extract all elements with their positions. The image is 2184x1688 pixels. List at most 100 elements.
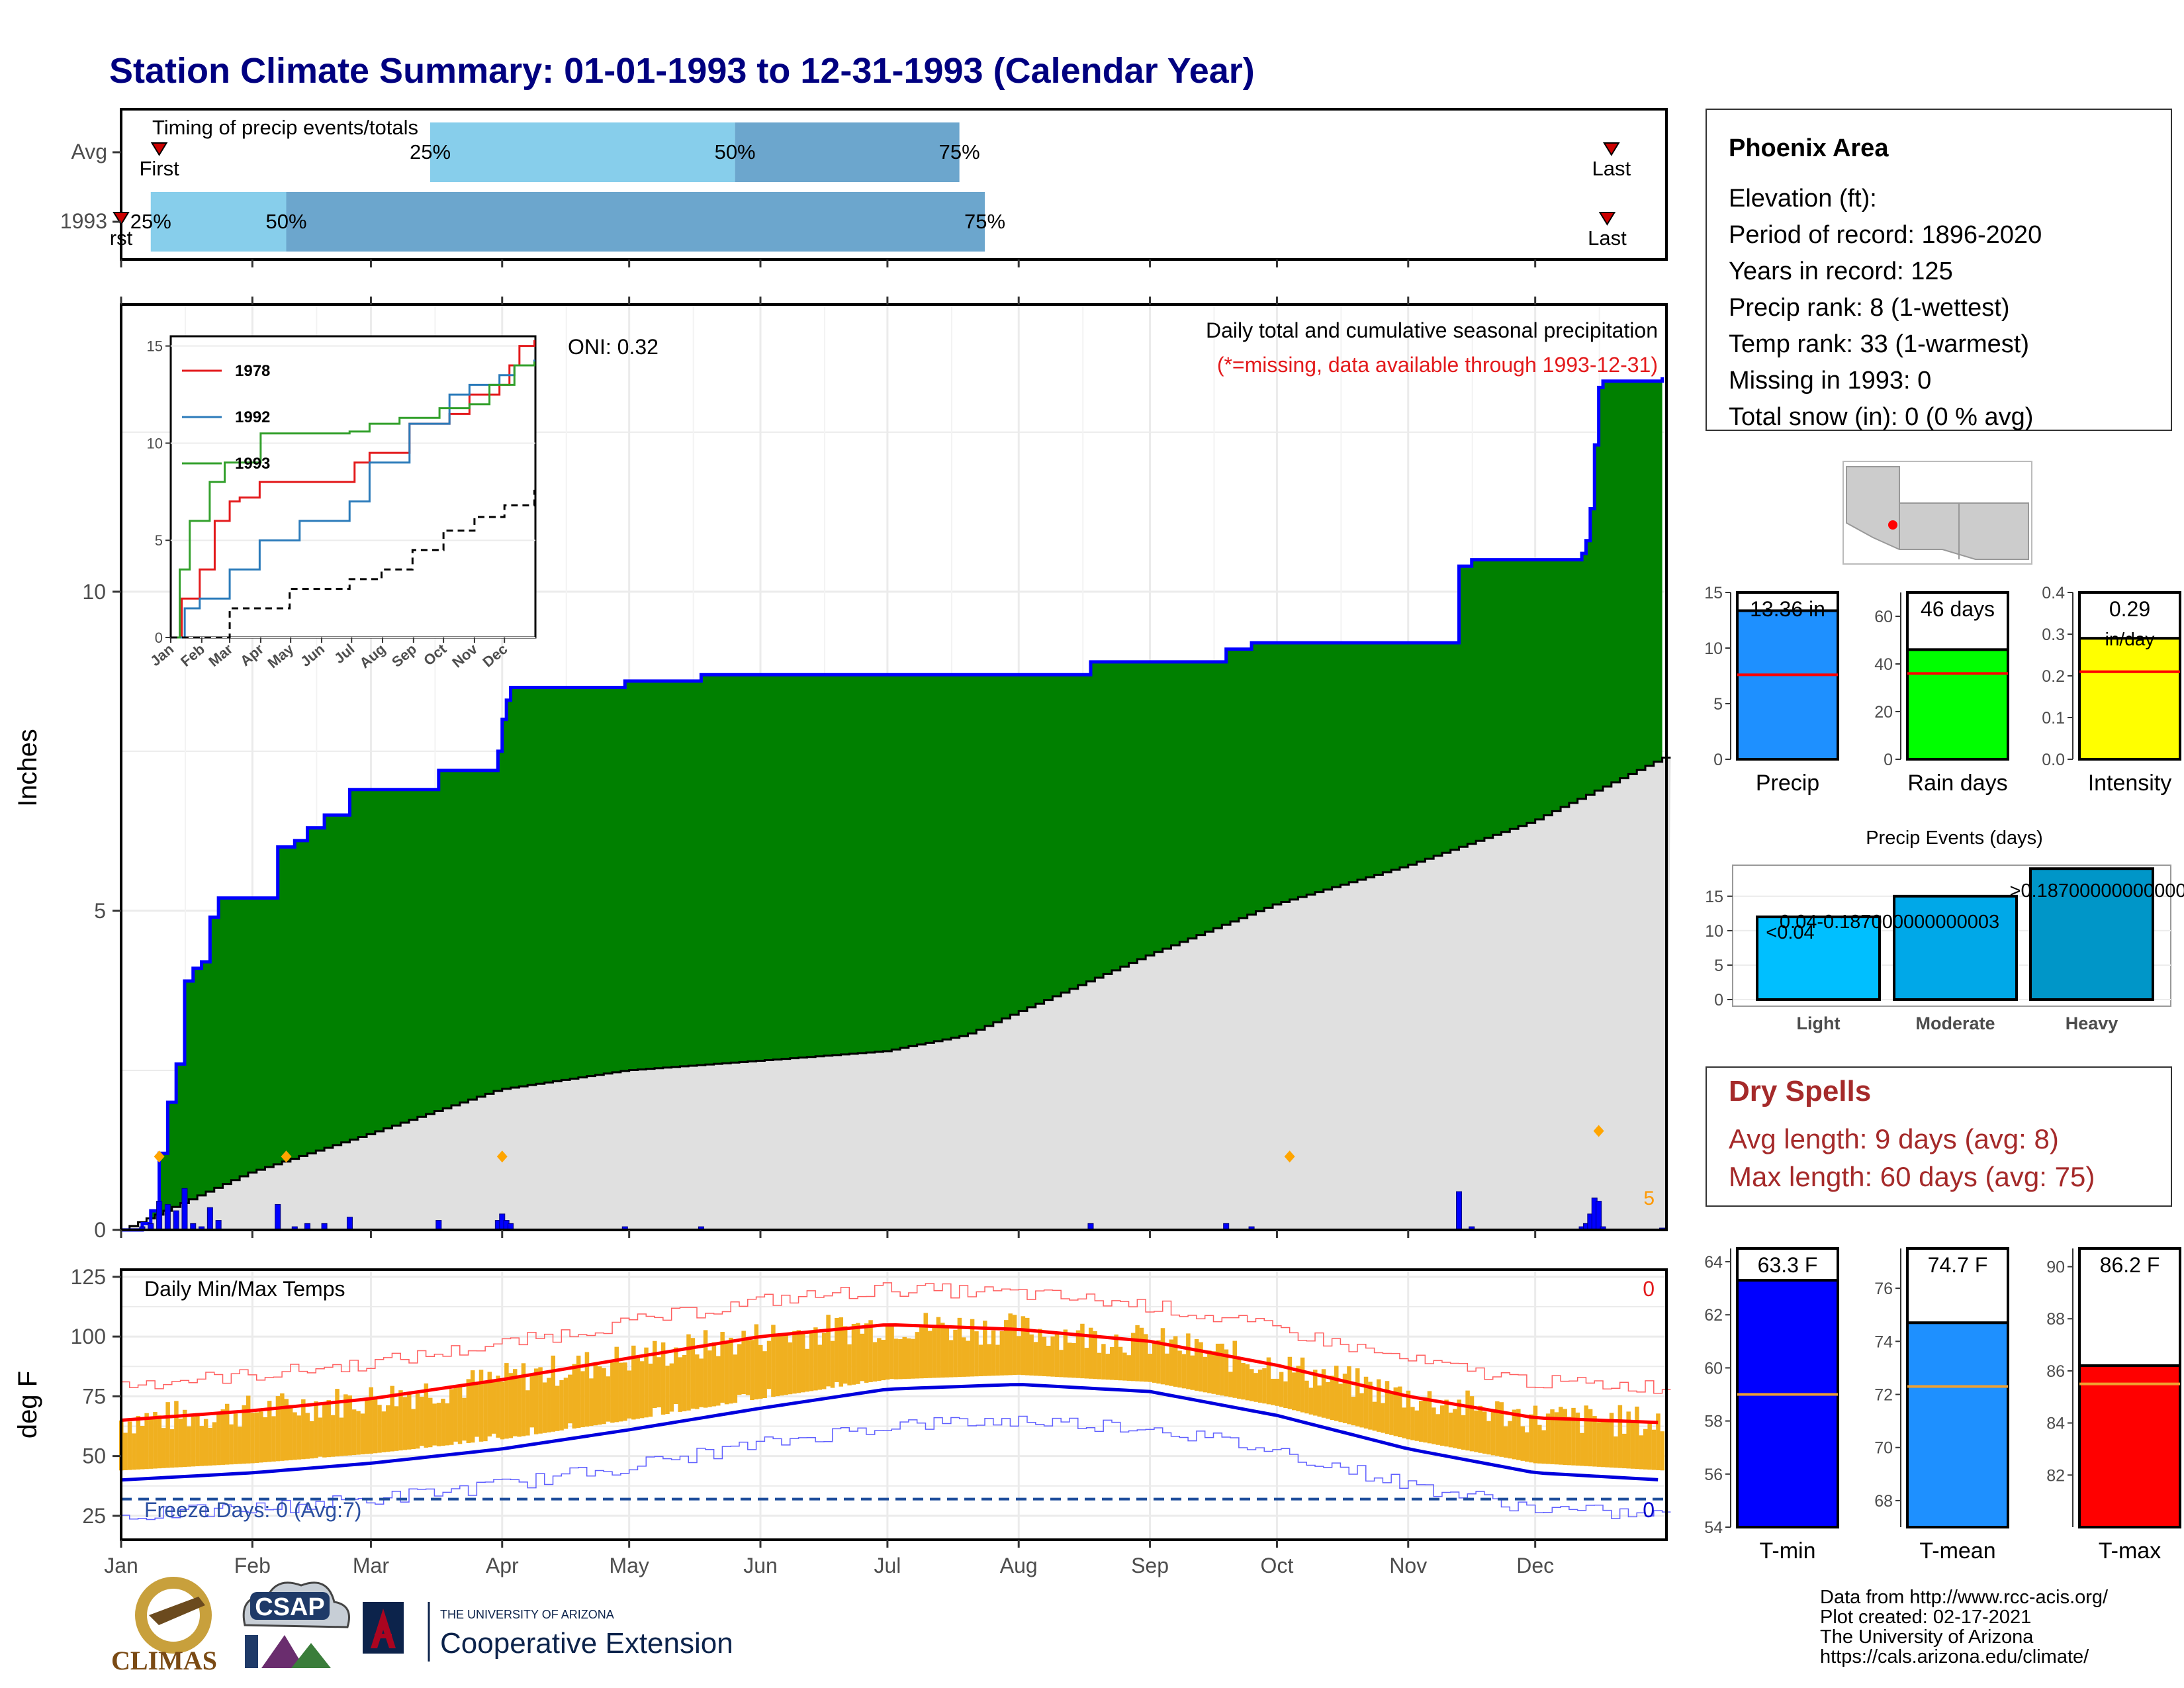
daily-temp-bar <box>259 1411 263 1463</box>
oni-value: ONI: 0.32 <box>568 335 659 359</box>
daily-temp-bar <box>216 1414 221 1466</box>
daily-temp-bar <box>678 1357 682 1412</box>
daily-temp-bar <box>533 1368 539 1434</box>
daily-temp-bar <box>741 1331 746 1394</box>
rain-days-ytick-label: 20 <box>1874 703 1893 722</box>
daily-temp-bar <box>1571 1407 1576 1466</box>
daily-temp-bar <box>589 1378 594 1427</box>
events-title: Precip Events (days) <box>1866 827 2043 849</box>
daily-temp-bar <box>1194 1338 1199 1391</box>
daily-temp-bar <box>1181 1354 1187 1389</box>
daily-temp-bar <box>826 1315 831 1387</box>
daily-temp-bar <box>483 1382 488 1442</box>
timing-bar-q3 <box>735 122 960 182</box>
daily-temp-bar <box>1042 1336 1047 1376</box>
tmax-ytick-label: 88 <box>2046 1310 2065 1329</box>
inset-legend-label: 1978 <box>235 362 270 380</box>
daily-temp-bar <box>563 1378 569 1429</box>
daily-temp-bar <box>1342 1374 1347 1423</box>
daily-temp-bar <box>1545 1413 1551 1464</box>
daily-temp-bar <box>898 1338 903 1380</box>
extreme-event-marker <box>154 1150 165 1163</box>
daily-temp-bar <box>1351 1397 1356 1426</box>
daily-temp-bar <box>1617 1405 1623 1468</box>
daily-temp-bar <box>462 1397 467 1441</box>
daily-temp-bar <box>212 1422 217 1466</box>
daily-temp-bar <box>436 1403 441 1446</box>
svg-text:Cooperative Extension: Cooperative Extension <box>440 1627 733 1660</box>
daily-temp-bar <box>424 1383 429 1448</box>
daily-temp-bar <box>644 1347 649 1418</box>
intensity-value-unit: in/day <box>2105 629 2155 649</box>
daily-temp-bar <box>915 1332 920 1379</box>
tmin-ytick-label: 58 <box>1704 1413 1723 1431</box>
daily-temp-bar <box>1144 1334 1148 1382</box>
daily-temp-bar <box>347 1395 352 1456</box>
month-label: Dec <box>1516 1554 1554 1577</box>
daily-temp-bar <box>995 1344 1000 1376</box>
inset-series-1992 <box>171 359 535 639</box>
daily-temp-bar <box>724 1341 729 1405</box>
daily-temp-bar <box>1224 1349 1229 1397</box>
daily-temp-bar <box>1439 1405 1445 1446</box>
daily-temp-bar <box>695 1354 700 1409</box>
daily-temp-bar <box>1402 1407 1406 1438</box>
daily-temp-bar <box>864 1323 869 1383</box>
daily-temp-bar <box>1596 1422 1602 1467</box>
daily-temp-bar <box>1499 1402 1504 1457</box>
tmean-ytick-label: 68 <box>1874 1492 1893 1511</box>
daily-temp-bar <box>1232 1340 1237 1398</box>
daily-temp-bar <box>208 1427 212 1466</box>
daily-temp-bar <box>1033 1342 1038 1376</box>
daily-temp-bar <box>390 1385 394 1452</box>
dry-title: Dry Spells <box>1729 1075 1871 1107</box>
daily-temp-bar <box>191 1417 196 1467</box>
event-category-label: Moderate <box>1915 1013 1995 1033</box>
temp-ytick-label: 50 <box>82 1444 106 1468</box>
daily-temp-bar <box>1300 1357 1305 1413</box>
daily-temp-bar <box>407 1393 412 1450</box>
inset-ytick-label: 5 <box>155 532 163 549</box>
daily-temp-bar <box>1160 1328 1165 1385</box>
intensity-ytick-label: 0.4 <box>2042 584 2065 602</box>
daily-temp-bar <box>1614 1436 1618 1468</box>
daily-temp-bar <box>999 1331 1005 1376</box>
daily-temp-bar <box>906 1338 911 1379</box>
daily-temp-bar <box>132 1433 136 1470</box>
daily-temp-bar <box>669 1363 674 1412</box>
daily-temp-bar <box>411 1409 416 1450</box>
daily-temp-bar <box>1512 1409 1517 1460</box>
daily-precip-bar <box>1456 1191 1463 1231</box>
station-name: Phoenix Area <box>1729 134 1889 162</box>
daily-temp-bar <box>165 1402 170 1468</box>
timing-bar-q2 <box>150 192 287 252</box>
daily-temp-bar <box>271 1416 276 1462</box>
daily-temp-bar <box>631 1345 636 1420</box>
temp-ytick-label: 100 <box>71 1325 106 1348</box>
daily-temp-bar <box>322 1405 327 1458</box>
daily-temp-bar <box>1495 1401 1500 1456</box>
inset-series-average <box>171 489 535 639</box>
tmin-bar <box>1736 1279 1839 1528</box>
daily-temp-bar <box>1453 1409 1457 1448</box>
daily-temp-bar <box>1148 1354 1153 1382</box>
tmin-label-box <box>1736 1247 1839 1282</box>
daily-temp-bar <box>267 1401 272 1462</box>
tmax-ytick-label: 84 <box>2046 1415 2065 1433</box>
daily-temp-bar <box>766 1340 772 1389</box>
daily-temp-bar <box>326 1399 331 1458</box>
daily-temp-bar <box>432 1403 437 1446</box>
daily-precip-bar <box>346 1217 353 1231</box>
daily-temp-bar <box>1406 1390 1411 1440</box>
daily-temp-bar <box>1008 1313 1013 1376</box>
intensity-ytick-label: 0.0 <box>2042 751 2065 769</box>
daily-temp-bar <box>775 1333 780 1397</box>
daily-temp-bar <box>220 1409 226 1465</box>
temp-title: Daily Min/Max Temps <box>144 1277 345 1301</box>
daily-temp-bar <box>923 1313 928 1378</box>
daily-temp-bar <box>296 1415 302 1460</box>
daily-temp-bar <box>1084 1348 1089 1379</box>
daily-temp-bar <box>449 1389 454 1445</box>
daily-temp-bar <box>1393 1387 1398 1436</box>
daily-precip-bar <box>173 1210 179 1231</box>
